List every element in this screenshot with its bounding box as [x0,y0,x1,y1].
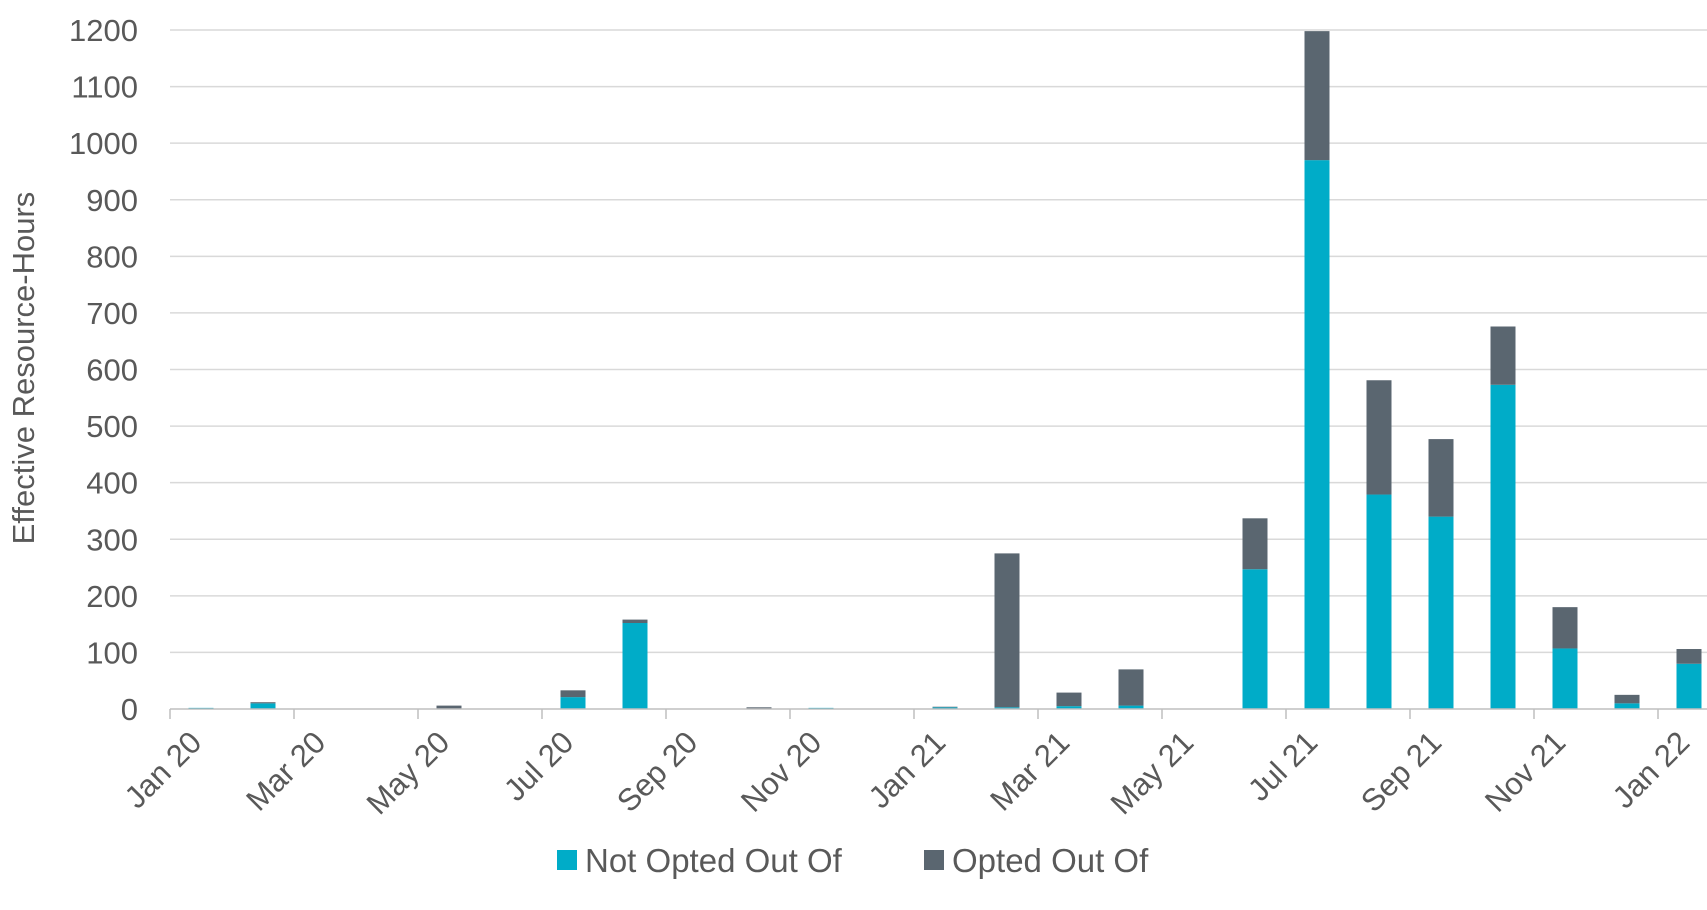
x-tick-label: Jul 20 [497,725,580,808]
bar-segment-not-opted-out-of [1677,664,1702,709]
bar-segment-not-opted-out-of [1429,517,1454,709]
bar-segment-opted-out-of [1057,693,1082,707]
bar-segment-opted-out-of [1491,326,1516,384]
y-tick-label: 700 [86,296,138,331]
x-tick-label: Nov 20 [734,725,828,819]
y-tick-label: 300 [86,522,138,557]
y-tick-label: 500 [86,409,138,444]
legend-swatch [557,850,577,870]
bar-segment-opted-out-of [1677,649,1702,664]
bar-segment-not-opted-out-of [623,623,648,709]
bar-segment-opted-out-of [933,707,958,708]
legend-label: Not Opted Out Of [585,842,843,879]
bar-segment-opted-out-of [561,690,586,697]
bar-segment-opted-out-of [1119,669,1144,705]
x-tick-label: Sep 21 [1354,725,1448,819]
bar-segment-not-opted-out-of [1553,648,1578,709]
bar-segment-opted-out-of [623,620,648,623]
x-tick-label: Sep 20 [610,725,704,819]
y-axis-title: Effective Resource-Hours [6,192,41,545]
x-tick-label: Jan 20 [118,725,209,816]
y-tick-label: 0 [121,692,138,727]
bar-segment-opted-out-of [1429,439,1454,517]
legend: Not Opted Out Of Opted Out Of [557,842,1149,879]
y-tick-label: 900 [86,183,138,218]
x-tick-label: May 20 [360,725,457,822]
bar-segment-not-opted-out-of [1305,160,1330,709]
y-tick-label: 800 [86,239,138,274]
bar-segment-not-opted-out-of [251,703,276,709]
bar-segment-opted-out-of [1243,518,1268,569]
bar-segment-not-opted-out-of [1615,703,1640,709]
bar-segment-opted-out-of [1615,695,1640,703]
bar-segment-opted-out-of [1367,380,1392,494]
x-tick-label: Nov 21 [1478,725,1572,819]
x-axis: Jan 20 Mar 20 May 20 Jul 20 Sep 20 Nov 20 Jan … [118,709,1707,821]
y-tick-label: 1100 [71,70,138,105]
y-tick-label: 400 [86,466,138,501]
bar-segment-opted-out-of [1553,607,1578,648]
x-tick-label: May 21 [1104,725,1201,822]
x-tick-label: Jan 21 [862,725,953,816]
x-tick-label: Jan 22 [1606,725,1697,816]
bar-segment-opted-out-of [251,702,276,703]
legend-label: Opted Out Of [952,842,1149,879]
bar-segment-not-opted-out-of [1243,569,1268,709]
x-tick-label: Mar 21 [983,725,1076,818]
x-tick-label: Mar 20 [239,725,332,818]
bar-segment-opted-out-of [1305,31,1330,160]
bar-segment-not-opted-out-of [1367,495,1392,709]
legend-swatch [924,850,944,870]
y-tick-label: 1200 [69,13,138,48]
x-tick-label: Jul 21 [1241,725,1324,808]
bar-segment-not-opted-out-of [561,697,586,709]
bar-segment-opted-out-of [995,553,1020,707]
y-tick-label: 100 [86,635,138,670]
y-axis-tick-labels: 0 100 200 300 400 500 600 700 800 900 1000 1100 1200 [69,13,138,727]
y-tick-label: 600 [86,353,138,388]
gridlines [170,30,1707,652]
y-tick-label: 200 [86,579,138,614]
y-tick-label: 1000 [69,126,138,161]
bar-segment-not-opted-out-of [1491,385,1516,709]
